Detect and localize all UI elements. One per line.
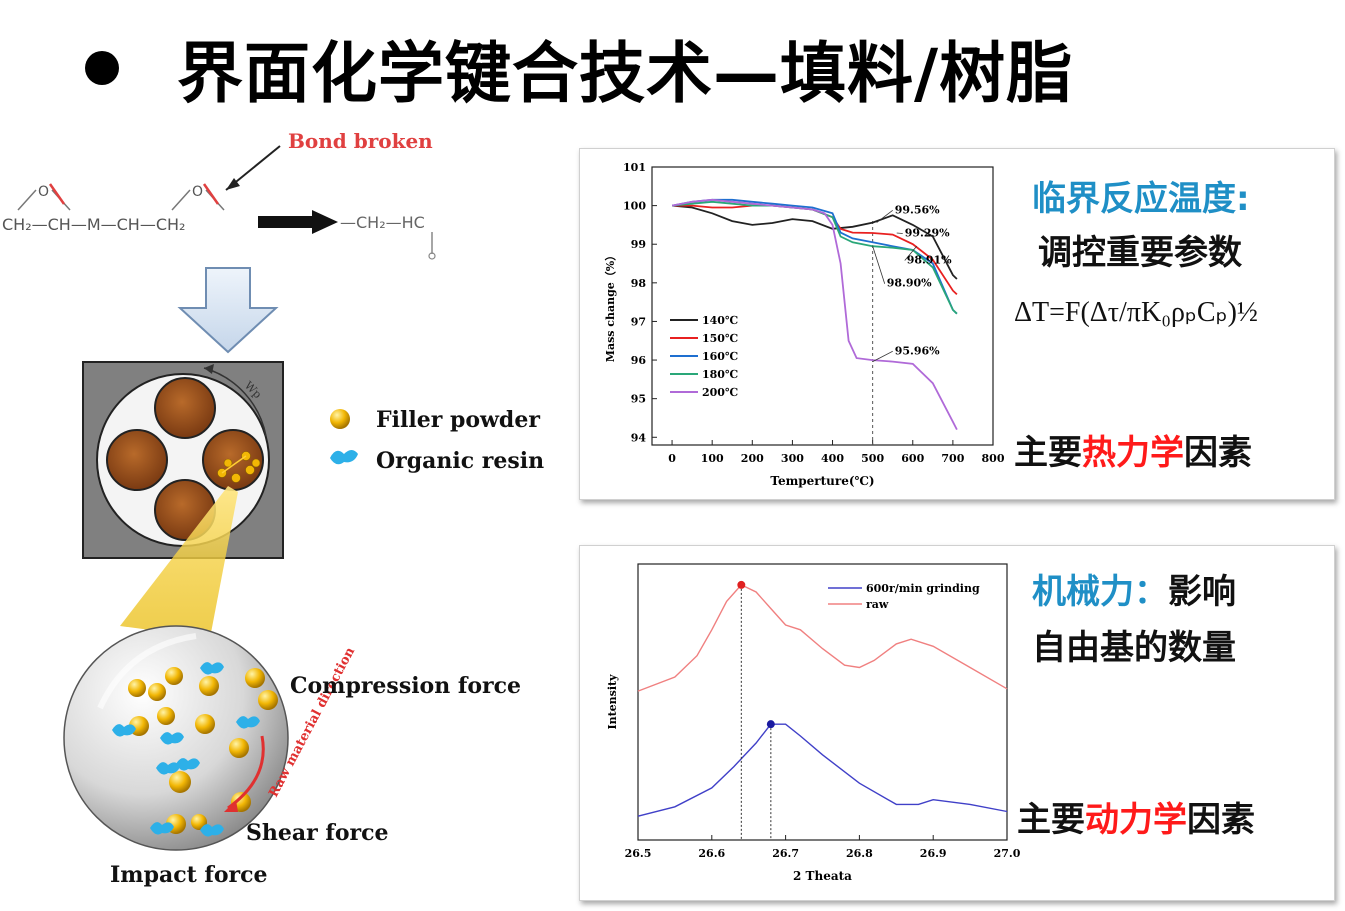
polymer-chain-formula: CH₂—CH—M—CH—CH₂ [2,215,185,234]
annotation-label: 98.90% [887,277,932,290]
series-line [637,584,1008,692]
x-tick-label: 200 [741,452,764,465]
series-line [672,200,958,315]
reaction-arrow-icon [258,210,338,234]
conclusion-suffix: 因素 [1184,433,1252,473]
y-tick-label: 100 [623,200,646,213]
x-tick-label: 0 [668,452,676,465]
grinding-jar [106,429,168,491]
legend-label: 180℃ [702,368,738,381]
annotation-label: 99.56% [895,203,940,216]
legend-filler-label: Filler powder [376,407,540,433]
svg-text:O: O [38,184,49,200]
legend-label: 140℃ [702,314,738,327]
tga-panel: 0 100 200 300 400 500 600 700 800 94 95 96 97 98 99 100… [579,148,1335,500]
filler-powder-icon [330,409,350,429]
legend-label: 600r/min grinding [866,582,980,595]
bullet-dot-icon [85,51,119,85]
annotation-label: 95.96% [895,344,940,357]
series-line [672,204,958,280]
y-axis-label: Mass change（%） [604,250,617,362]
xrd-subheading: 自由基的数量 [1032,628,1236,668]
impact-force-label: Impact force [110,862,268,888]
compression-force-label: Compression force [290,673,521,699]
plot-frame [651,166,994,446]
title-bar: 界面化学键合技术—填料/树脂 [85,28,1073,112]
annotation-label: 99.29% [905,227,950,240]
organic-resin-icon [330,450,358,465]
tga-subheading: 调控重要参数 [1038,233,1242,273]
broken-bond-mark [202,183,220,205]
x-tick-label: 26.8 [846,847,873,860]
x-tick-label: 600 [901,452,924,465]
x-tick-label: 500 [861,452,884,465]
page-title: 界面化学键合技术—填料/树脂 [177,35,1074,112]
x-axis-label: 2 Theata [793,869,852,883]
annotation-label: 98.91% [907,254,952,267]
tga-chart: 0 100 200 300 400 500 600 700 800 94 95 96 97 98 99 100… [604,161,1005,488]
xrd-panel: 26.5 26.6 26.7 26.8 26.9 27.0 2 Theata Intensit… [579,545,1335,901]
broken-bond-mark [48,183,66,205]
y-axis-label: Intensity [606,674,619,730]
ball-mill-schematic: Bond broken O O CH₂—CH—M—CH—CH₂ —CH₂—HC … [2,129,544,888]
resin-particles [112,662,260,837]
annotation-leader [872,246,886,284]
legend-resin-label: Organic resin [376,448,544,474]
x-tick-label: 800 [982,452,1005,465]
x-tick-label: 26.7 [772,847,799,860]
x-tick-label: 700 [941,452,964,465]
y-tick-label: 98 [631,277,647,290]
x-tick-label: 100 [701,452,724,465]
conclusion-highlight: 动力学 [1085,800,1187,840]
down-arrow-icon [177,267,279,354]
legend-label: 200℃ [702,386,738,399]
peak-marker [737,580,746,589]
bond-broken-label: Bond broken [288,129,433,153]
tga-heading: 临界反应温度: [1032,179,1250,219]
temperature-formula: ΔT=F(Δτ/πK₀ρₚCₚ)½ [1014,297,1258,328]
legend-label: 150℃ [702,332,738,345]
x-tick-label: 26.5 [625,847,652,860]
conclusion-suffix: 因素 [1187,800,1255,840]
annotation-leader [872,350,893,362]
conclusion-prefix: 主要 [1014,433,1082,473]
series-line [671,198,958,315]
xrd-heading: 机械力：影响 [1032,564,1236,613]
conclusion-highlight: 热力学 [1082,433,1184,473]
svg-text:O: O [192,184,203,200]
y-tick-label: 101 [623,161,646,174]
y-tick-label: 99 [631,238,646,251]
series-line [637,723,1008,817]
plot-frame [637,563,1008,841]
legend-label: 160℃ [702,350,738,363]
annotation-leader [876,210,893,223]
x-tick-label: 400 [821,452,844,465]
xrd-chart: 26.5 26.6 26.7 26.8 26.9 27.0 2 Theata Intensit… [606,563,1020,883]
xrd-heading-highlight: 机械力： [1032,572,1168,612]
y-tick-label: 94 [631,431,647,444]
tga-conclusion: 主要热力学因素 [1014,425,1252,474]
y-tick-label: 97 [631,315,646,328]
product-chain-formula: —CH₂—HC [340,213,425,232]
x-tick-label: 300 [781,452,804,465]
legend-label: raw [866,598,889,611]
conclusion-prefix: 主要 [1017,800,1085,840]
series-line [671,198,958,431]
x-tick-label: 26.9 [920,847,947,860]
xrd-heading-rest: 影响 [1168,572,1236,612]
bond-pointer-head-icon [226,178,240,190]
peak-marker [766,720,775,729]
y-tick-label: 96 [631,354,647,367]
chemical-chain: Bond broken O O CH₂—CH—M—CH—CH₂ —CH₂—HC [2,129,436,260]
zoom-cone [120,486,238,638]
x-tick-label: 27.0 [994,847,1020,860]
x-axis-label: Temperture(℃) [770,474,874,488]
xrd-conclusion: 主要动力学因素 [1017,792,1255,841]
grinding-jar [154,377,216,439]
x-tick-label: 26.6 [698,847,725,860]
shear-force-label: Shear force [246,820,389,846]
y-tick-label: 95 [631,393,646,406]
annotation-leader [904,245,918,261]
